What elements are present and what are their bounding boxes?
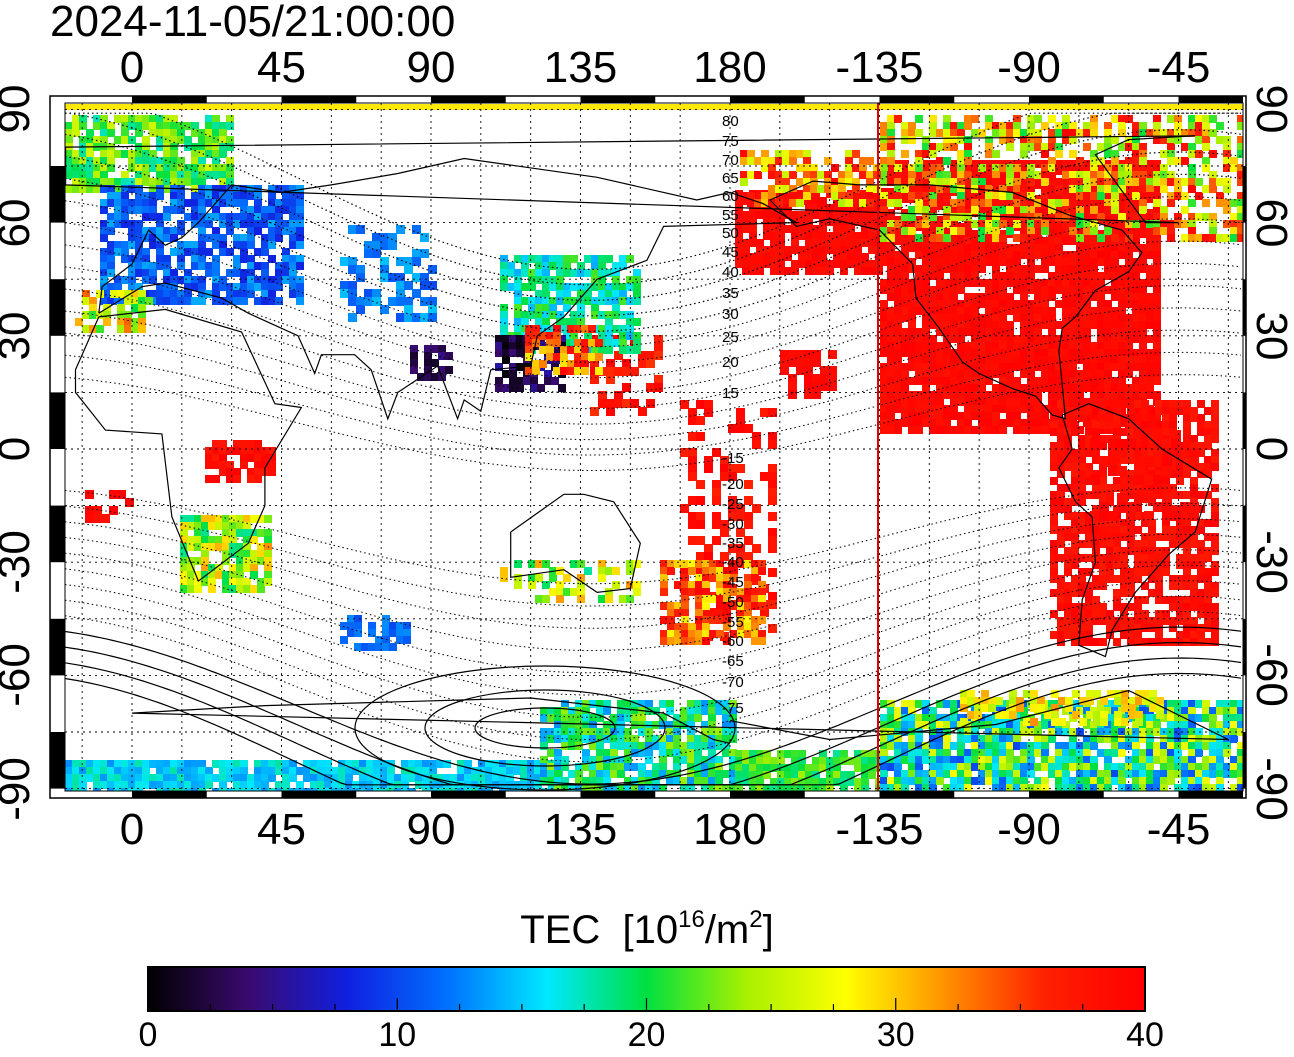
- contour-label: 40: [722, 264, 739, 281]
- contour-label: 30: [722, 306, 739, 323]
- lat-lon-grid: [65, 103, 1243, 791]
- bottom-axis-label: 45: [257, 805, 306, 854]
- top-axis-label: -45: [1146, 43, 1211, 92]
- contour-label: 80: [722, 113, 739, 130]
- left-axis-label: 30: [0, 311, 39, 361]
- contour-label: -15: [722, 450, 744, 467]
- contour-label: -30: [722, 516, 744, 533]
- colorbar-tick-label: 0: [138, 1016, 158, 1054]
- right-axis-label: -90: [1247, 756, 1294, 821]
- colorbar-tick-label: 10: [378, 1016, 417, 1054]
- colorbar-tick-label: 30: [876, 1016, 915, 1054]
- colorbar-tick-label: 20: [627, 1016, 666, 1054]
- contour-label: 35: [722, 285, 739, 302]
- contour-label: -35: [722, 535, 744, 552]
- contour-label: 55: [722, 207, 739, 224]
- left-axis-label: -60: [0, 643, 39, 708]
- contour-label: 45: [722, 244, 739, 261]
- contour-label: -60: [722, 633, 744, 650]
- contour-label: 25: [722, 329, 739, 346]
- bottom-axis-label: 135: [543, 805, 618, 854]
- left-axis-label: -90: [0, 756, 39, 821]
- contour-label: 65: [722, 170, 739, 187]
- colorbar-ticks: [147, 998, 1146, 1011]
- contour-label: 50: [722, 225, 739, 242]
- contour-label: -45: [722, 574, 744, 591]
- contour-label: -55: [722, 614, 744, 631]
- coastline-5: [65, 135, 1196, 224]
- contour-label: -65: [722, 653, 744, 670]
- right-axis-label: 30: [1247, 311, 1294, 361]
- contour-label: 15: [722, 385, 739, 402]
- coastline-2: [510, 493, 641, 594]
- bottom-axis-label: 0: [119, 805, 145, 854]
- right-axis-label: 90: [1247, 84, 1294, 134]
- contour-label: -20: [722, 476, 744, 493]
- top-axis-label: 90: [406, 43, 456, 92]
- top-axis-label: 45: [257, 43, 306, 92]
- contour-label: 75: [722, 133, 739, 150]
- colorbar-tick-label: 40: [1126, 1016, 1164, 1054]
- contour-label: 60: [722, 188, 739, 205]
- bottom-axis-label: 180: [693, 805, 767, 854]
- bottom-axis-label: -135: [835, 805, 924, 854]
- right-axis-label: 60: [1247, 198, 1294, 248]
- contour-label: -40: [722, 554, 744, 571]
- coastline-1: [98, 157, 799, 421]
- bottom-axis-label: -90: [997, 805, 1061, 854]
- contour-label: -75: [722, 700, 744, 717]
- coastline-6: [131, 689, 1229, 744]
- top-axis-label: -90: [997, 43, 1061, 92]
- left-axis-label: 0: [0, 399, 39, 499]
- contour-label: -25: [722, 496, 744, 513]
- contour-label: 20: [722, 354, 739, 371]
- frame-tick-marks: [50, 96, 1246, 798]
- right-axis-label: -30: [1247, 530, 1294, 594]
- top-axis-label: 0: [119, 43, 145, 92]
- top-axis-label: 180: [693, 43, 767, 92]
- coastlines: [65, 135, 1229, 744]
- contour-label: -50: [722, 594, 744, 611]
- coastline-4: [1058, 403, 1213, 658]
- top-axis-label: -135: [835, 43, 924, 92]
- right-axis-label: -60: [1247, 643, 1294, 708]
- left-axis-label: 60: [0, 198, 39, 248]
- left-axis-label: 90: [0, 84, 39, 134]
- top-axis-label: 135: [543, 43, 618, 92]
- magnetic-latitude-contours: [65, 112, 1242, 791]
- tec-data-layer: [65, 104, 1243, 791]
- right-axis-label: 0: [1247, 436, 1294, 462]
- colorbar-title: TEC [1016/m2]: [520, 906, 774, 953]
- contour-label: 70: [722, 152, 739, 169]
- contour-label: -70: [722, 674, 744, 691]
- coastline-3: [769, 180, 1143, 420]
- bottom-axis-label: 90: [406, 805, 456, 854]
- map-timestamp: 2024-11-05/21:00:00: [50, 0, 456, 46]
- left-axis-label: -30: [0, 530, 39, 594]
- bottom-axis-label: -45: [1146, 805, 1211, 854]
